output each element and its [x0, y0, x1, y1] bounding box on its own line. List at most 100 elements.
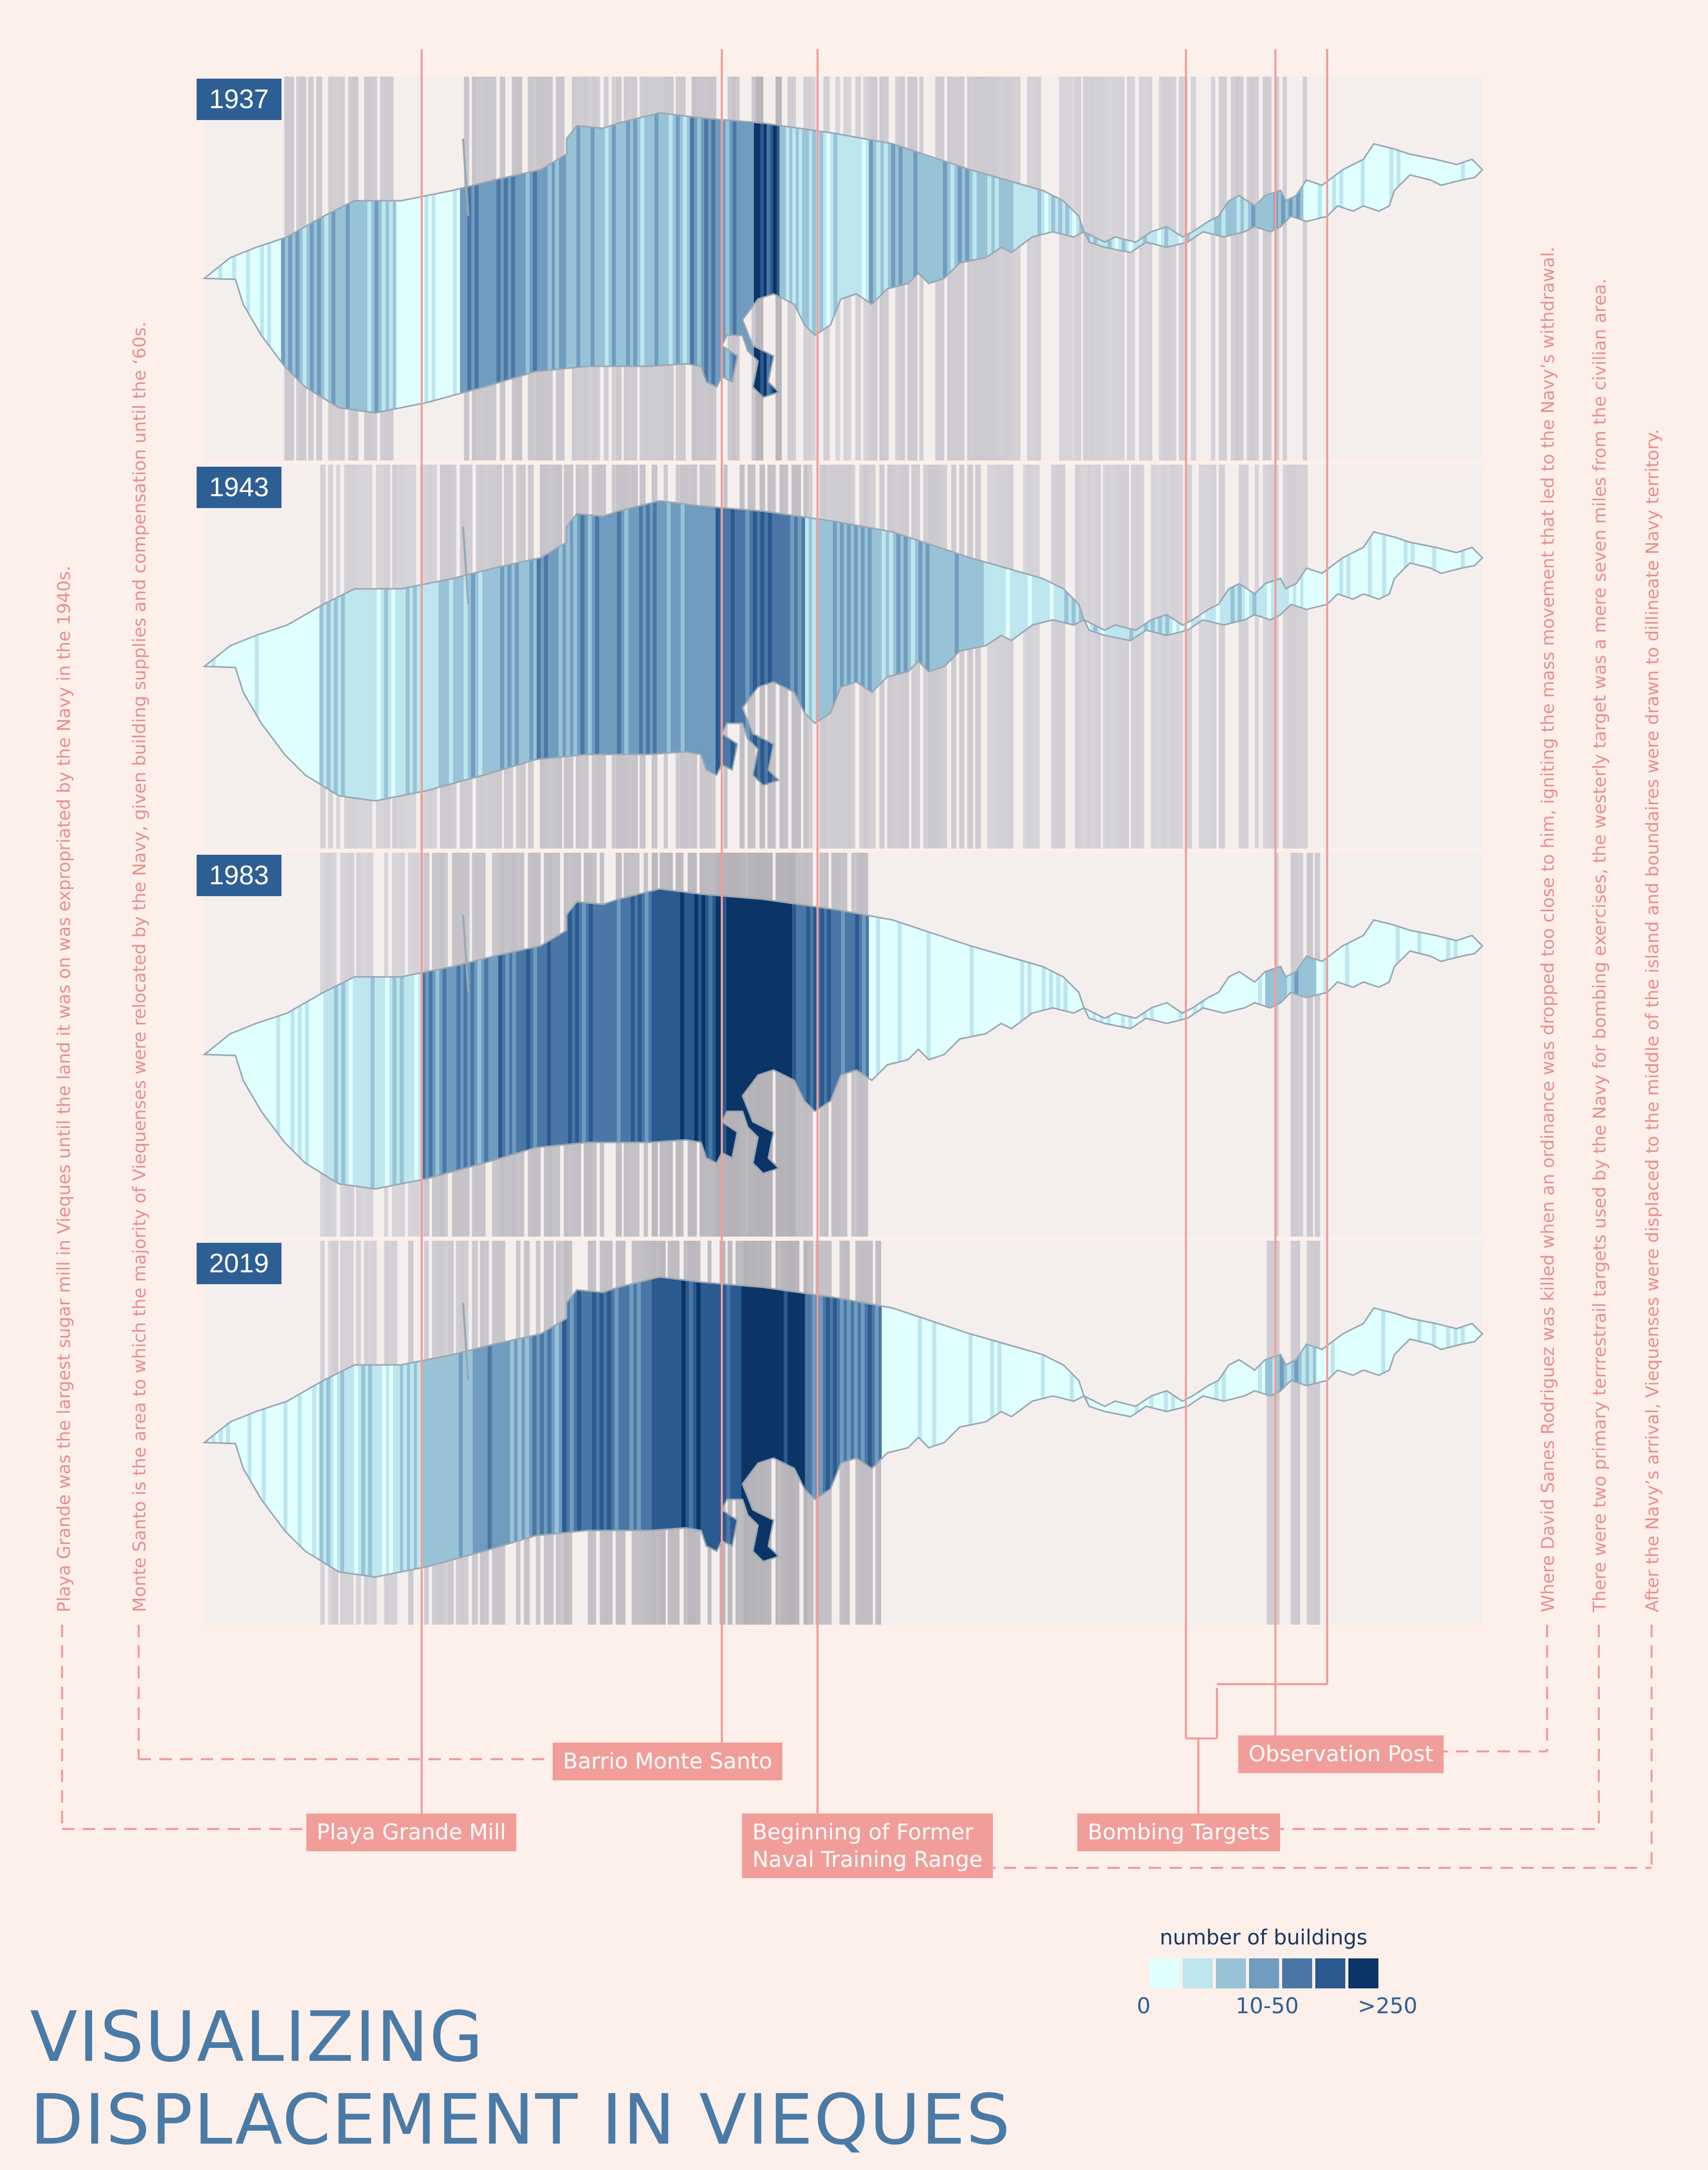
heat-stripe — [370, 889, 375, 1189]
heat-stripe — [854, 1277, 858, 1577]
heat-stripe — [755, 1277, 760, 1577]
callout-naval-range-line-2: Naval Training Range — [752, 1846, 983, 1872]
heat-stripe — [274, 113, 278, 413]
heat-stripe — [551, 501, 556, 801]
heat-stripe — [862, 113, 866, 413]
heat-stripe — [253, 113, 257, 413]
heat-stripe — [485, 501, 490, 801]
background-stripe — [1031, 465, 1036, 849]
heat-stripe — [247, 1277, 251, 1577]
heat-stripe — [805, 113, 809, 413]
heat-stripe — [324, 113, 329, 413]
heat-stripe — [701, 889, 706, 1189]
legend-swatch-4 — [1282, 1958, 1312, 1988]
background-stripe — [1159, 465, 1164, 849]
heat-stripe — [326, 1277, 331, 1577]
heat-stripe — [403, 113, 407, 413]
background-stripe — [1107, 77, 1111, 460]
heat-stripe — [417, 113, 422, 413]
heat-stripe — [636, 1277, 641, 1577]
heat-stripe — [495, 1277, 499, 1577]
heat-stripe — [424, 113, 428, 413]
legend-swatch-5 — [1315, 1958, 1345, 1988]
heat-stripe — [319, 501, 323, 801]
heat-stripe — [484, 889, 488, 1189]
heat-stripe — [819, 1277, 823, 1577]
heat-stripe — [750, 889, 754, 1189]
heat-stripe — [511, 113, 515, 413]
heat-stripe — [319, 889, 324, 1189]
heat-stripe — [255, 1277, 259, 1577]
note-monte-santo: Monte Santo is the area to which the maj… — [129, 321, 150, 1612]
heat-stripe — [414, 889, 419, 1189]
heat-stripe — [396, 113, 400, 413]
background-stripe — [1283, 465, 1288, 849]
heat-stripe — [846, 501, 851, 801]
background-stripe — [1267, 465, 1272, 849]
background-stripe — [1175, 465, 1180, 849]
background-stripe — [987, 465, 991, 849]
heat-stripe — [445, 113, 450, 413]
heat-stripe — [757, 889, 762, 1189]
heat-stripe — [604, 113, 609, 413]
background-stripe — [1127, 77, 1132, 460]
heat-stripe — [599, 1277, 604, 1577]
page-title-line-2: DISPLACEMENT IN VIEQUES — [30, 2079, 1012, 2160]
background-stripe — [1059, 77, 1064, 460]
heat-stripe — [812, 501, 816, 801]
background-stripe — [1107, 465, 1112, 849]
heat-stripe — [233, 889, 237, 1189]
heat-stripe — [841, 889, 845, 1189]
heat-stripe — [432, 113, 436, 413]
heat-stripe — [464, 501, 468, 801]
background-stripe — [1167, 465, 1171, 849]
island-outline-1943 — [202, 500, 1484, 802]
heat-stripe — [326, 501, 331, 801]
heat-stripe — [833, 113, 838, 413]
heat-stripe — [846, 1277, 851, 1577]
heat-stripe — [225, 113, 229, 413]
heat-stripe — [619, 113, 623, 413]
legend-label-high: >250 — [1358, 1993, 1418, 2018]
heat-stripe — [782, 501, 787, 801]
heat-stripe — [340, 1277, 345, 1577]
heat-stripe — [868, 501, 872, 801]
heat-stripe — [612, 113, 616, 413]
background-stripe — [1267, 1241, 1271, 1625]
heat-stripe — [868, 1277, 872, 1577]
heat-stripe — [694, 501, 699, 801]
background-stripe — [999, 465, 1005, 849]
background-stripe — [1251, 77, 1256, 460]
heat-stripe — [624, 501, 629, 801]
heat-stripe — [943, 113, 947, 413]
background-stripe — [1295, 1241, 1300, 1625]
heat-stripe — [281, 113, 285, 413]
heat-stripe — [290, 501, 295, 801]
heat-stripe — [518, 113, 523, 413]
background-stripe — [1103, 77, 1108, 460]
heat-stripe — [406, 501, 410, 801]
heat-stripe — [918, 1277, 922, 1577]
heat-stripe — [652, 501, 657, 801]
heat-stripe — [477, 889, 482, 1189]
heat-stripe — [783, 1277, 788, 1577]
background-stripe — [1314, 853, 1320, 1237]
heat-stripe — [799, 889, 804, 1189]
background-stripe — [955, 77, 960, 460]
heat-stripe — [732, 113, 737, 413]
heat-stripe — [819, 113, 823, 413]
heat-stripe — [525, 1277, 529, 1577]
heat-stripe — [697, 113, 701, 413]
heat-stripe — [240, 889, 245, 1189]
heat-stripe — [438, 113, 443, 413]
heat-stripe — [262, 889, 266, 1189]
background-stripe — [1115, 465, 1120, 849]
background-stripe — [1295, 465, 1301, 849]
heat-stripe — [444, 1277, 449, 1577]
heat-stripe — [896, 501, 901, 801]
background-stripe — [979, 77, 985, 460]
heat-stripe — [939, 1277, 944, 1577]
heat-stripe — [767, 501, 772, 801]
heat-stripe — [848, 113, 852, 413]
